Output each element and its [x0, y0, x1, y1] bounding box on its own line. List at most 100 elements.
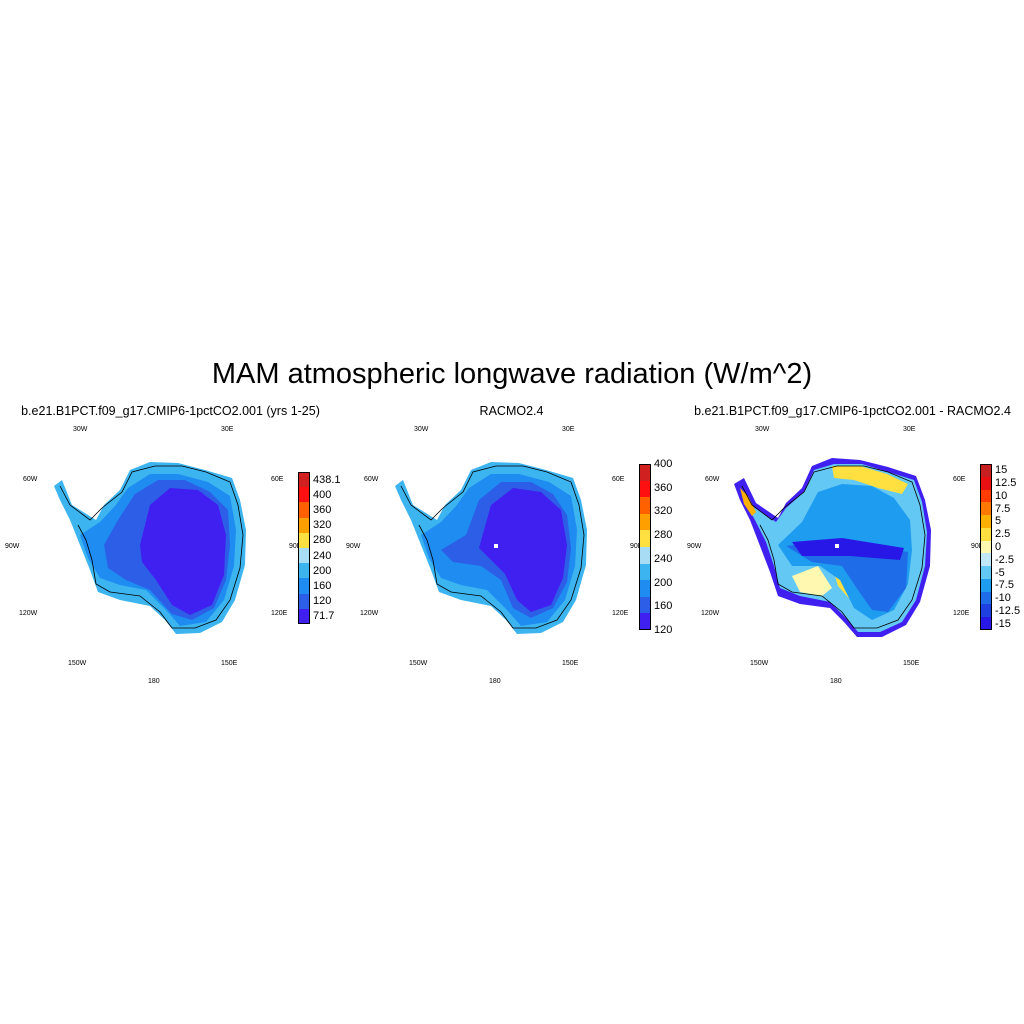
lon-label-180: 180: [830, 678, 842, 685]
lon-label-90w: 90W: [687, 543, 702, 550]
colorbar-swatch: [980, 515, 992, 528]
panel-title: b.e21.B1PCT.f09_g17.CMIP6-1pctCO2.001 - …: [694, 404, 1011, 418]
colorbar-swatch: [639, 497, 651, 514]
lon-label-150w: 150W: [750, 660, 769, 667]
lon-label-120e: 120E: [271, 610, 288, 617]
colorbar-swatch: [298, 472, 310, 488]
colorbar-swatch: [980, 464, 992, 477]
colorbar-tick-label: 160: [654, 600, 673, 613]
lon-label-90e: 90E: [971, 543, 984, 550]
colorbar-swatch: [980, 604, 992, 618]
colorbar-swatch: [980, 476, 992, 490]
colorbar-tick-label: 0: [995, 541, 1002, 553]
colorbar-swatch: [639, 464, 651, 481]
colorbar: -15 -12.5 -10 -7.5 -5 -2.5 0 2.5 5 7.5 10 12.5 15: [980, 464, 1024, 630]
pole-mask: [835, 544, 839, 548]
colorbar-swatch: [980, 502, 992, 516]
lon-label-60w: 60W: [23, 476, 38, 483]
colorbar-tick-label: 438.1: [313, 473, 341, 486]
colorbar-tick-label: -7.5: [995, 579, 1014, 592]
panel-title: b.e21.B1PCT.f09_g17.CMIP6-1pctCO2.001 (y…: [21, 404, 320, 418]
lon-label-120e: 120E: [612, 610, 629, 617]
lon-label-150e: 150E: [903, 660, 920, 667]
colorbar-tick-label: 200: [313, 564, 332, 577]
warm-patch-ross: [792, 566, 832, 596]
colorbar-swatch: [639, 563, 651, 581]
lon-label-60w: 60W: [364, 476, 379, 483]
colorbar-tick-label: 320: [654, 505, 673, 518]
coastline: [59, 465, 244, 629]
lon-label-30e: 30E: [562, 426, 575, 433]
colorbar-tick-label: 400: [654, 458, 673, 470]
interior-core: [792, 538, 904, 560]
colorbar-tick-label: 200: [654, 576, 673, 589]
colorbar-swatch: [980, 591, 992, 605]
colorbar-tick-label: 120: [313, 595, 332, 608]
colorbar-tick-label: 280: [313, 534, 332, 547]
colorbar: 120 160 200 240 280 320 360 400: [639, 458, 689, 636]
colorbar-tick-label: 160: [313, 580, 332, 592]
core: [140, 488, 226, 615]
colorbar-tick-label: 5: [995, 515, 1002, 528]
lon-label-180: 180: [148, 678, 160, 685]
colorbar-tick-label: 360: [654, 481, 673, 494]
lon-label-120e: 120E: [953, 610, 970, 617]
panel-observation: RACMO2.4 30W 30E 60W 60E 90W 90E 120W 12…: [341, 400, 682, 700]
colorbar-tick-label: 7.5: [995, 502, 1011, 515]
colorbar-tick-label: 360: [313, 504, 332, 516]
panel-model: b.e21.B1PCT.f09_g17.CMIP6-1pctCO2.001 (y…: [0, 400, 341, 700]
colorbar: 71.7 120 160 200 240 280 320 360 400 438.1: [298, 472, 348, 624]
panel-difference: b.e21.B1PCT.f09_g17.CMIP6-1pctCO2.001 - …: [682, 400, 1023, 700]
colorbar-tick-label: 12.5: [995, 477, 1017, 490]
warm-patch-peninsula: [740, 488, 756, 516]
colorbar-swatch: [298, 593, 310, 609]
antarctica-map: [395, 462, 587, 634]
lon-label-150w: 150W: [409, 660, 428, 667]
colorbar-tick-label: 120: [654, 624, 673, 636]
colorbar-tick-label: -2.5: [995, 553, 1014, 566]
colorbar-swatch: [980, 578, 992, 592]
colorbar-swatch: [639, 613, 651, 630]
core: [479, 488, 567, 612]
colorbar-tick-label: -10: [995, 592, 1011, 605]
lon-label-60e: 60E: [612, 476, 625, 483]
lon-label-30w: 30W: [414, 426, 429, 433]
colorbar-swatch: [980, 527, 992, 541]
lon-label-30w: 30W: [755, 426, 770, 433]
continent-fill: [54, 462, 246, 634]
colorbar-swatch: [298, 578, 310, 594]
warm-patch-ne: [832, 466, 908, 494]
lon-label-60w: 60W: [705, 476, 720, 483]
lon-label-120w: 120W: [701, 610, 720, 617]
lon-label-150w: 150W: [68, 660, 87, 667]
colorbar-swatch: [980, 617, 992, 630]
panel-title: RACMO2.4: [479, 404, 544, 418]
lon-label-90e: 90E: [630, 543, 643, 550]
colorbar-tick-label: 240: [313, 549, 332, 562]
pole-mask: [494, 544, 498, 548]
antarctica-map: [734, 458, 931, 637]
lon-label-30e: 30E: [221, 426, 234, 433]
colorbar-swatch: [639, 547, 651, 564]
lon-label-150e: 150E: [221, 660, 238, 667]
colorbar-swatch: [639, 513, 651, 531]
colorbar-swatch: [639, 530, 651, 547]
colorbar-swatch: [639, 596, 651, 614]
lon-label-120w: 120W: [19, 610, 38, 617]
colorbar-tick-label: 2.5: [995, 528, 1011, 541]
figure-title: MAM atmospheric longwave radiation (W/m^…: [211, 358, 813, 390]
coastline: [400, 465, 585, 629]
lon-label-180: 180: [489, 678, 501, 685]
colorbar-tick-label: 10: [995, 489, 1008, 502]
colorbar-tick-label: 320: [313, 519, 332, 532]
lon-label-30e: 30E: [903, 426, 916, 433]
colorbar-tick-label: -15: [995, 617, 1011, 630]
lon-label-60e: 60E: [953, 476, 966, 483]
colorbar-swatch: [298, 563, 310, 579]
lon-label-90w: 90W: [5, 543, 20, 550]
lon-label-60e: 60E: [271, 476, 284, 483]
antarctica-map: [54, 462, 246, 634]
colorbar-tick-label: -12.5: [995, 604, 1021, 617]
colorbar-swatch: [298, 608, 310, 624]
colorbar-tick-label: 400: [313, 488, 332, 501]
